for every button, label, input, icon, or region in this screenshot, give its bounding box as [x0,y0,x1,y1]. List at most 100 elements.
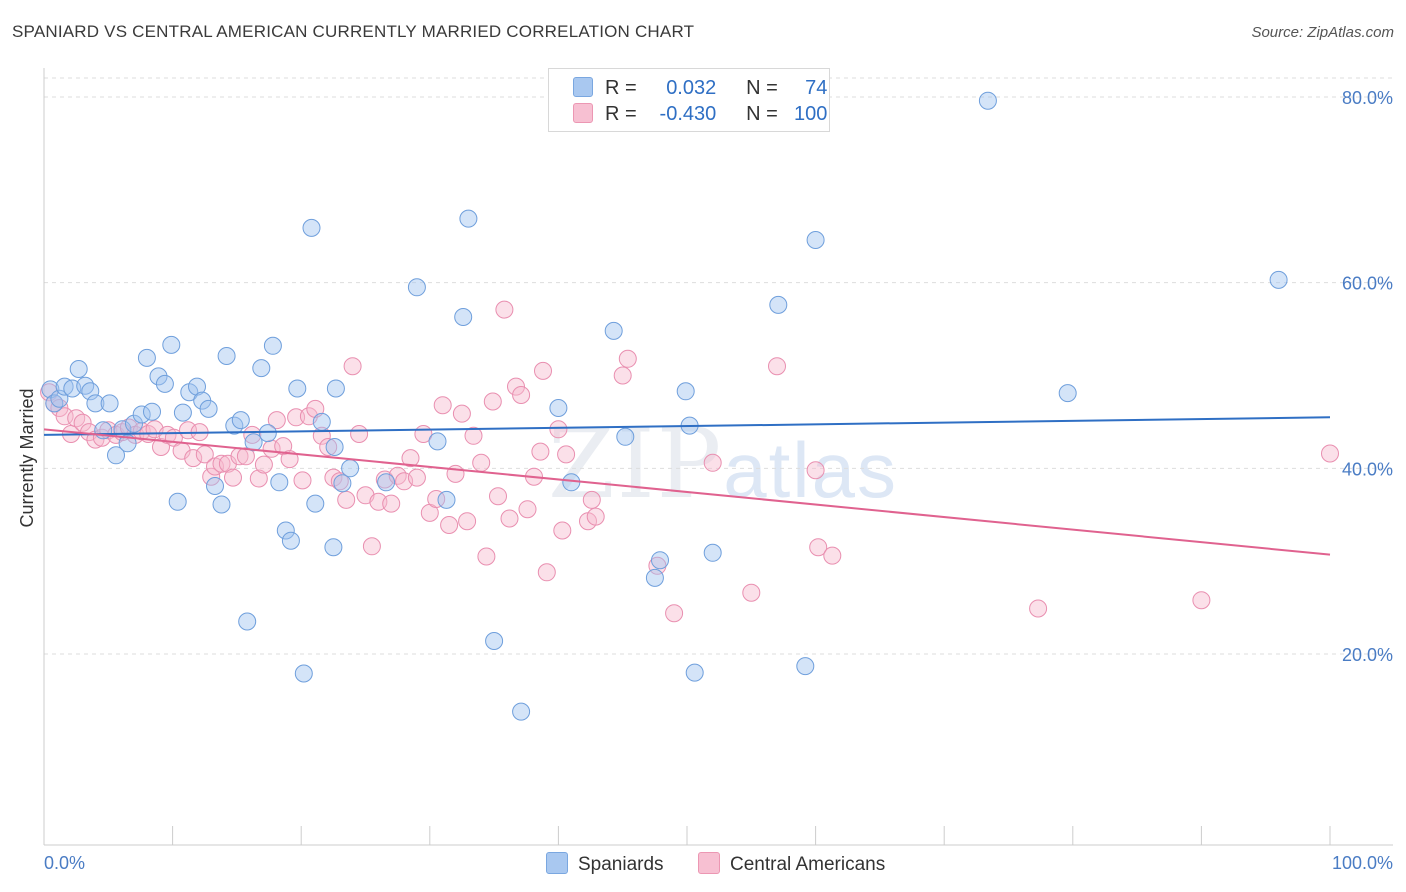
spaniards-point [76,376,95,395]
central-americans-point [55,407,74,426]
central-americans-point [613,366,632,385]
spaniards-point [294,664,313,683]
spaniards-point [206,477,224,495]
spaniards-point [238,612,257,631]
central-americans-point [243,425,262,444]
legend-row-central-americans: R = -0.430 N = 100 [573,103,827,127]
central-americans-point [553,521,572,540]
legend-r-value: 0.032 [666,77,717,99]
central-americans-point [618,349,637,368]
spaniards-point [333,474,352,493]
spaniards-point [616,427,635,446]
legend-row-spaniards: R = 0.032 N = 74 [573,77,827,101]
spaniards-point [676,382,695,401]
central-americans-point [350,425,369,443]
central-americans-point [224,468,242,487]
spaniards-point [168,492,187,511]
central-americans-point [433,396,452,415]
spaniards-point [407,278,426,297]
spaniards-point [231,411,250,430]
spaniards-point [276,521,295,540]
y-axis-label: Currently Married [17,388,37,527]
central-americans-point [500,509,519,528]
spaniards-point [1058,384,1077,403]
spaniards-point [188,377,206,396]
chart-title: SPANIARD VS CENTRAL AMERICAN CURRENTLY M… [12,22,695,41]
legend-swatch-central-americans [573,103,593,123]
spaniards-points [41,91,1288,721]
central-americans-point [518,500,537,519]
spaniards-point [155,374,174,393]
bottom-legend-spaniards: Spaniards [546,852,664,876]
spaniards-point [69,360,88,378]
stats-legend: R = 0.032 N = 74 R = -0.430 N = 100 [548,68,830,132]
bottom-legend-swatch-spaniards [546,852,568,874]
spaniards-point [149,367,168,386]
spaniards-point [288,379,307,398]
spaniards-point [86,394,105,413]
central-americans-point [464,426,483,445]
central-americans-point [401,449,420,468]
spaniards-point [437,490,456,509]
spaniards-point [769,295,788,314]
bottom-legend-swatch-central-americans [698,852,720,874]
spaniards-point [41,380,60,399]
spaniards-point [604,321,623,340]
central-americans-point [806,461,825,480]
legend-r-value: -0.430 [659,103,717,125]
spaniards-point [258,424,277,443]
y-tick-label: 20.0% [1342,645,1393,665]
central-americans-point [1192,591,1211,610]
y-tick-labels: 20.0% 40.0% 60.0% 80.0% [1342,88,1393,665]
central-americans-point [407,468,426,487]
spaniards-point [512,702,531,721]
spaniards-point [50,389,69,408]
central-americans-point [1321,444,1339,463]
central-americans-point [254,455,273,474]
y-tick-label: 60.0% [1342,274,1393,294]
legend-r-label: R = [605,103,637,125]
spaniards-point [325,438,344,456]
spaniards-point [212,495,231,514]
central-americans-point [179,421,197,440]
spaniards-point [806,231,825,249]
central-americans-point [427,490,446,508]
central-americans-points [40,300,1339,623]
central-americans-trend-line [43,428,1331,556]
spaniards-point [454,308,473,326]
central-americans-point [306,399,325,418]
central-americans-point [184,449,203,468]
central-americans-point [472,453,491,472]
spaniards-point [796,657,815,676]
central-americans-point [280,450,299,469]
spaniards-point [312,412,331,431]
central-americans-point [483,392,502,411]
central-americans-point [440,516,459,534]
central-americans-point [557,445,576,464]
central-americans-point [768,357,786,376]
spaniards-point [263,336,282,355]
legend-n-value: 100 [794,103,828,125]
spaniards-point [549,399,568,417]
spaniards-point [459,209,478,228]
central-americans-point [362,537,381,556]
central-americans-point [218,454,237,473]
central-americans-point [337,490,356,509]
spaniards-point [81,382,100,401]
x-tick-label-max: 100.0% [1332,853,1393,873]
spaniards-point [428,432,447,451]
spaniards-point [978,91,997,110]
central-americans-point [274,437,293,456]
spaniards-point [244,433,263,452]
central-americans-point [212,454,231,473]
central-americans-point [582,490,601,509]
spaniards-point [1269,270,1288,289]
central-americans-point [1029,599,1048,618]
central-americans-point [586,507,605,526]
bottom-legend-label: Central Americans [730,854,886,875]
grid-layer [44,77,1393,655]
spaniards-point [107,446,125,465]
spaniards-point [199,399,218,418]
bottom-legend-central-americans: Central Americans [698,852,885,876]
